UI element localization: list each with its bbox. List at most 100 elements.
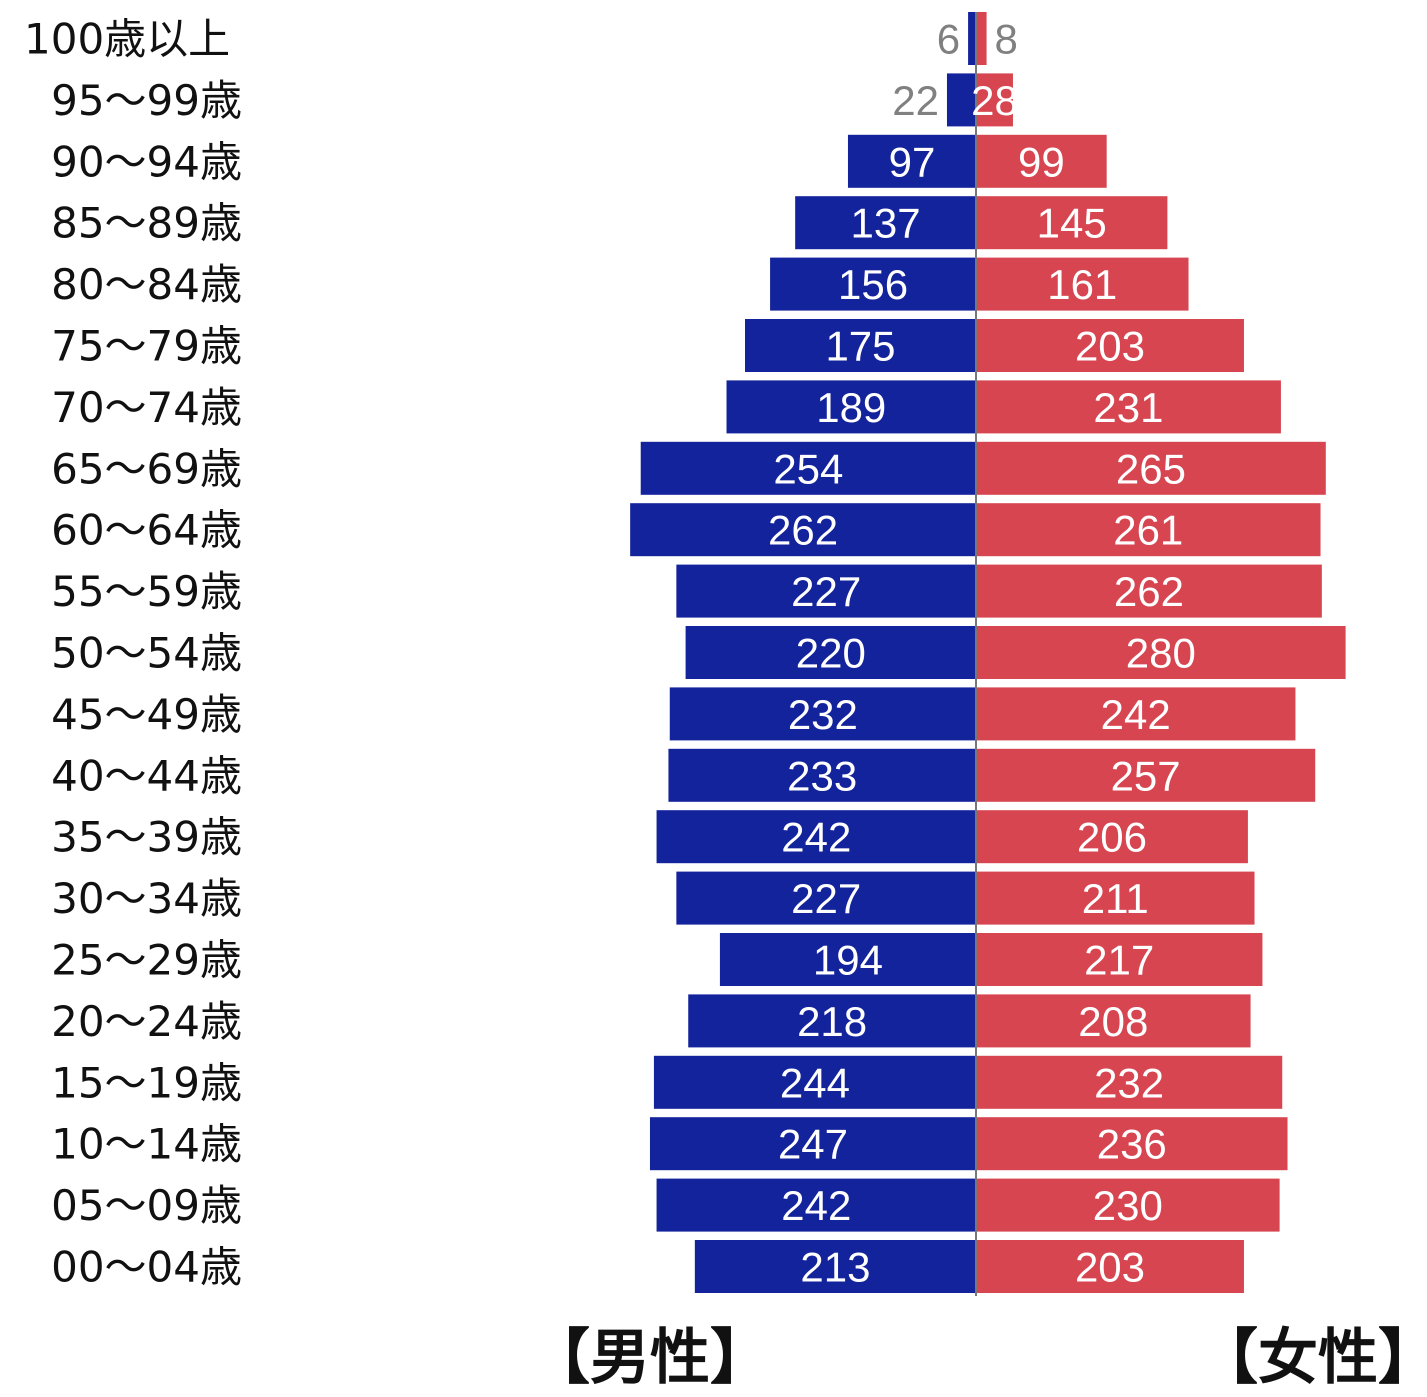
bar-male [630, 503, 976, 557]
value-label-female: 265 [1116, 445, 1186, 492]
bar-male [676, 564, 976, 618]
value-label-female: 208 [1078, 998, 1148, 1045]
category-label: 10～14歳 [51, 1120, 242, 1169]
category-label: 20～24歳 [51, 997, 242, 1046]
bar-male [770, 257, 976, 311]
bar-female [976, 748, 1316, 802]
bar-male [719, 933, 976, 986]
value-label-male: 6 [937, 16, 960, 63]
bar-female [976, 933, 1263, 986]
category-label: 75～79歳 [51, 322, 242, 371]
value-label-male: 213 [800, 1244, 870, 1291]
value-label-male: 22 [892, 77, 939, 124]
value-label-male: 175 [825, 323, 895, 370]
bars-group [630, 12, 1346, 1293]
value-label-male: 156 [838, 261, 908, 308]
bar-female [976, 196, 1168, 250]
legend-female: 【女性】 [1198, 1323, 1427, 1393]
bar-male [668, 748, 976, 802]
value-label-male: 218 [797, 998, 867, 1045]
category-label: 85～89歳 [51, 199, 242, 248]
value-label-male: 194 [813, 937, 883, 984]
bar-male [694, 1240, 976, 1293]
value-label-female: 262 [1114, 568, 1184, 615]
bar-female [976, 441, 1326, 495]
category-label: 65～69歳 [51, 444, 242, 493]
category-label: 60～64歳 [51, 506, 242, 555]
bar-male [745, 319, 976, 372]
value-label-female: 145 [1037, 200, 1107, 247]
value-label-male: 254 [773, 445, 843, 492]
category-label: 100歳以上 [24, 15, 230, 64]
value-label-female: 257 [1111, 752, 1181, 799]
value-label-female: 203 [1075, 323, 1145, 370]
value-label-male: 244 [780, 1059, 850, 1106]
category-label: 30～34歳 [51, 874, 242, 923]
legend-male: 【男性】 [530, 1323, 770, 1393]
category-label: 50～54歳 [51, 629, 242, 678]
bar-female [976, 73, 1013, 127]
value-label-female: 206 [1077, 814, 1147, 861]
category-label: 55～59歳 [51, 567, 242, 616]
bar-male [726, 380, 976, 434]
value-label-female: 161 [1047, 261, 1117, 308]
value-label-male: 227 [791, 875, 861, 922]
bar-male [649, 1117, 976, 1171]
bar-female [976, 134, 1107, 188]
value-label-female: 28 [971, 77, 1018, 124]
bar-female [976, 626, 1346, 679]
bar-female [976, 1178, 1280, 1232]
bar-female [976, 564, 1322, 618]
bar-male [640, 441, 976, 495]
value-label-male: 137 [851, 200, 921, 247]
bar-male [676, 871, 976, 925]
value-label-male: 220 [796, 630, 866, 677]
value-label-female: 232 [1094, 1059, 1164, 1106]
bar-female [976, 687, 1296, 741]
value-label-female: 217 [1084, 937, 1154, 984]
bar-male [656, 810, 976, 864]
value-label-male: 262 [768, 507, 838, 554]
value-label-male: 233 [787, 752, 857, 799]
category-label: 90～94歳 [51, 137, 242, 186]
category-label: 00～04歳 [51, 1243, 242, 1292]
bar-female [976, 257, 1189, 311]
bar-male [946, 73, 976, 127]
value-label-male: 227 [791, 568, 861, 615]
value-label-female: 280 [1126, 630, 1196, 677]
category-label: 15～19歳 [51, 1058, 242, 1107]
bar-male [669, 687, 976, 741]
value-label-female: 99 [1018, 138, 1065, 185]
category-label: 35～39歳 [51, 813, 242, 862]
bar-female [976, 1117, 1288, 1171]
bar-female [976, 871, 1255, 925]
bar-male [968, 12, 976, 65]
value-label-male: 242 [781, 814, 851, 861]
bar-female [976, 319, 1244, 372]
value-label-female: 203 [1075, 1244, 1145, 1291]
value-label-female: 230 [1093, 1182, 1163, 1229]
bar-male [847, 134, 976, 188]
value-label-female: 236 [1097, 1121, 1167, 1168]
bar-female [976, 1240, 1244, 1293]
bar-female [976, 503, 1321, 557]
bar-female [976, 12, 987, 65]
value-label-male: 247 [778, 1121, 848, 1168]
bar-male [688, 994, 976, 1048]
value-label-female: 8 [995, 16, 1018, 63]
value-label-female: 231 [1093, 384, 1163, 431]
value-label-female: 261 [1113, 507, 1183, 554]
bar-male [653, 1055, 976, 1109]
category-label: 70～74歳 [51, 383, 242, 432]
value-label-female: 242 [1101, 691, 1171, 738]
labels-group: 100歳以上 6 8 95～99歳 22 28 90～94歳 97 99 85～89歳 137 145… [24, 15, 1196, 1292]
value-label-male: 189 [816, 384, 886, 431]
category-label: 80～84歳 [51, 260, 242, 309]
bar-male [685, 626, 976, 679]
bar-female [976, 380, 1281, 434]
category-label: 40～44歳 [51, 751, 242, 800]
category-label: 25～29歳 [51, 936, 242, 985]
value-label-female: 211 [1082, 875, 1149, 922]
bar-female [976, 810, 1248, 864]
